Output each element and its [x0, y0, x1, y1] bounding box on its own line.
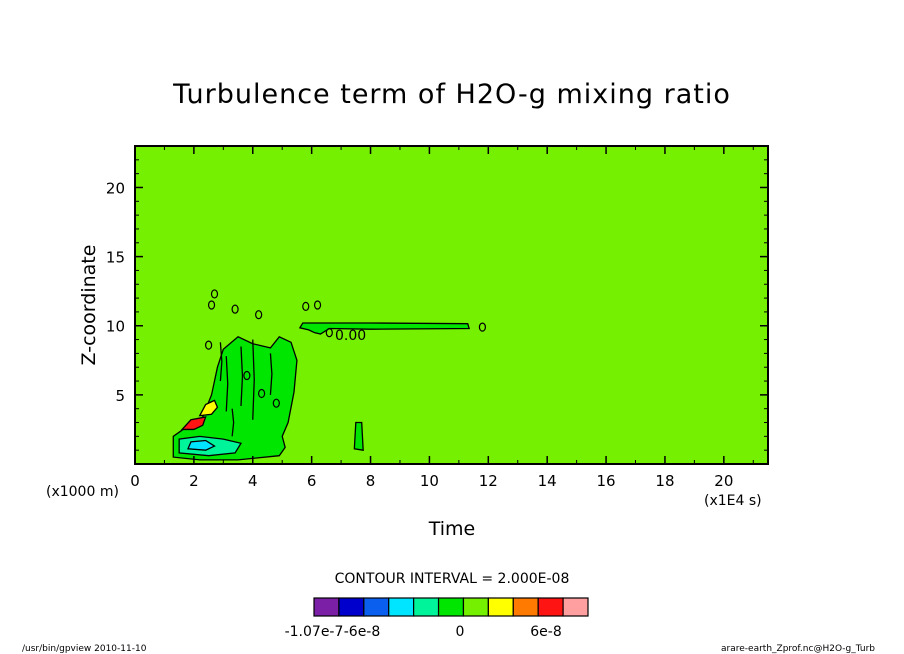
colorbar-swatch — [388, 597, 415, 617]
x-unit-label: (x1E4 s) — [704, 493, 762, 509]
positive-region — [198, 399, 219, 417]
footer-left: /usr/bin/gpview 2010-11-10 — [22, 644, 147, 654]
y-tick-label: 5 — [115, 387, 125, 405]
x-tick-label: 12 — [479, 472, 498, 490]
contour-features — [172, 289, 487, 461]
colorbar-swatch — [512, 597, 539, 617]
colorbar-tick-label: -6e-8 — [344, 624, 381, 640]
x-tick-label: 20 — [714, 472, 733, 490]
colorbar-tick-label: 6e-8 — [530, 624, 561, 640]
y-tick-label: 10 — [106, 318, 125, 336]
contour-loop — [243, 370, 251, 381]
x-tick-label: 18 — [655, 472, 674, 490]
colorbar-swatch — [437, 597, 465, 617]
colorbar-swatch — [363, 597, 390, 617]
contour-loop — [207, 300, 216, 310]
contour-streak — [252, 339, 255, 420]
contour-loop — [231, 304, 239, 314]
colorbar-swatch — [462, 597, 489, 617]
contour-loop — [313, 300, 322, 310]
y-unit-label: (x1000 m) — [46, 484, 119, 500]
y-tick-label: 20 — [106, 179, 125, 197]
colorbar-tick-label: -1.07e-7 — [285, 624, 344, 640]
contour-loop — [205, 340, 213, 350]
colorbar-swatch — [487, 597, 514, 617]
contour-loop — [272, 398, 280, 408]
contour-streak — [269, 353, 273, 395]
x-tick-label: 6 — [307, 472, 317, 490]
x-tick-label: 10 — [420, 472, 439, 490]
contour-streak — [231, 408, 235, 437]
x-tick-label: 0 — [130, 472, 140, 490]
contour-label: 0.00 — [335, 328, 366, 344]
colorbar-swatch — [338, 597, 365, 617]
contour-streak — [240, 346, 244, 406]
colorbar — [313, 597, 589, 617]
colorbar-tick-label: 0 — [456, 624, 465, 640]
core-inner-region — [187, 439, 216, 451]
x-tick-label: 16 — [597, 472, 616, 490]
band-region — [298, 322, 471, 335]
y-axis-label: Z-coordinate — [78, 245, 100, 366]
x-tick-label: 2 — [189, 472, 199, 490]
chart-title: Turbulence term of H2O-g mixing ratio — [172, 79, 731, 110]
x-tick-label: 14 — [538, 472, 557, 490]
contour-loop — [255, 310, 263, 320]
y-tick-label: 15 — [106, 249, 125, 267]
contour-loop — [325, 328, 333, 338]
colorbar-tick-labels: -1.07e-7 -6e-8 0 6e-8 — [285, 624, 562, 640]
colorbar-swatch — [562, 597, 589, 617]
colorbar-swatch — [537, 597, 564, 617]
y-axis-ticks: 5 10 15 20 — [106, 159, 768, 451]
colorbar-swatch — [313, 597, 340, 617]
contour-streak — [225, 356, 229, 412]
plot-area: 0.00 0 2 4 6 8 10 12 14 16 18 20 5 10 15 20 — [106, 145, 769, 490]
positive-peak-region — [180, 416, 207, 431]
colorbar-swatch — [413, 597, 440, 617]
x-tick-label: 8 — [366, 472, 376, 490]
plot-frame — [134, 145, 769, 465]
contour-interval-text: CONTOUR INTERVAL = 2.000E-08 — [335, 571, 570, 587]
contour-loop — [478, 322, 487, 332]
x-axis-ticks: 0 2 4 6 8 10 12 14 16 18 20 — [130, 146, 754, 490]
contour-loop — [210, 289, 219, 299]
contour-loop — [302, 301, 310, 311]
x-axis-label: Time — [428, 518, 476, 540]
patch-region — [353, 421, 364, 451]
footer-right: arare-earth_Zprof.nc@H2O-g_Turb — [721, 644, 875, 654]
contour-loop — [258, 388, 266, 399]
x-tick-label: 4 — [248, 472, 258, 490]
contour-streak — [219, 342, 223, 382]
